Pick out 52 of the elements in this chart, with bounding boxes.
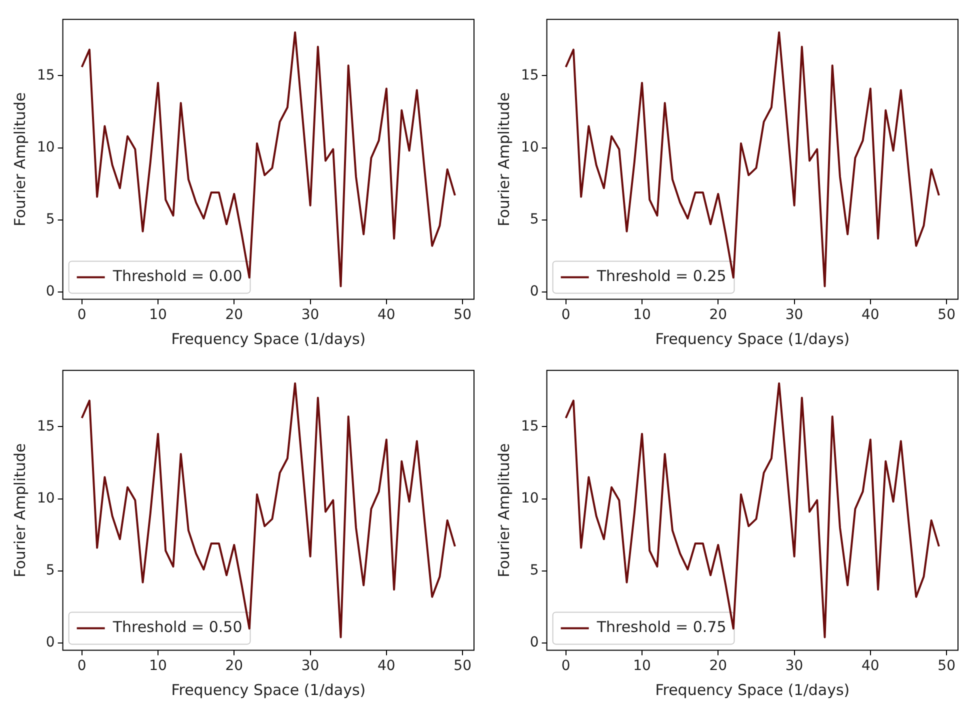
x-tick-label: 30 — [785, 658, 804, 674]
y-tick-label: 15 — [520, 67, 539, 84]
y-tick-label: 15 — [36, 67, 55, 84]
y-tick-label: 5 — [530, 212, 539, 228]
y-tick-label: 5 — [46, 562, 55, 579]
y-tick-label: 0 — [46, 634, 55, 651]
y-axis-title: Fourier Amplitude — [494, 443, 513, 578]
x-tick-label: 20 — [225, 658, 244, 674]
y-tick-label: 0 — [530, 634, 539, 651]
x-tick-label: 30 — [785, 307, 804, 324]
y-tick-label: 10 — [36, 490, 55, 506]
y-tick-label: 5 — [530, 562, 539, 579]
x-axis-title: Frequency Space (1/days) — [655, 330, 850, 348]
x-tick-label: 50 — [454, 658, 472, 674]
y-tick-label: 0 — [530, 284, 539, 300]
x-tick-label: 40 — [378, 658, 396, 674]
x-axis-title: Frequency Space (1/days) — [655, 680, 850, 699]
legend-label: Threshold = 0.50 — [112, 618, 242, 636]
x-tick-label: 0 — [561, 658, 570, 674]
y-tick-label: 10 — [520, 139, 539, 156]
x-tick-label: 10 — [633, 307, 651, 324]
x-tick-label: 40 — [862, 307, 880, 324]
x-tick-label: 40 — [862, 658, 880, 674]
x-tick-label: 10 — [149, 307, 167, 324]
legend-label: Threshold = 0.00 — [112, 267, 242, 286]
x-tick-label: 30 — [301, 658, 320, 674]
x-tick-label: 0 — [561, 307, 570, 324]
x-tick-label: 0 — [77, 658, 86, 674]
y-axis-title: Fourier Amplitude — [494, 92, 513, 226]
x-tick-label: 50 — [938, 658, 956, 674]
y-axis-title: Fourier Amplitude — [10, 443, 29, 578]
x-tick-label: 20 — [225, 307, 244, 324]
x-tick-label: 30 — [301, 307, 320, 324]
y-tick-label: 15 — [520, 418, 539, 434]
y-axis-title: Fourier Amplitude — [10, 92, 29, 226]
x-tick-label: 10 — [633, 658, 651, 674]
y-tick-label: 0 — [46, 284, 55, 300]
x-axis-title: Frequency Space (1/days) — [171, 680, 366, 699]
y-tick-label: 10 — [520, 490, 539, 506]
legend-label: Threshold = 0.25 — [596, 267, 726, 286]
y-tick-label: 10 — [36, 139, 55, 156]
x-tick-label: 0 — [77, 307, 86, 324]
y-tick-label: 5 — [46, 212, 55, 228]
x-tick-label: 40 — [378, 307, 396, 324]
y-tick-label: 15 — [36, 418, 55, 434]
x-tick-label: 10 — [149, 658, 167, 674]
x-tick-label: 20 — [709, 658, 728, 674]
legend-label: Threshold = 0.75 — [596, 618, 726, 636]
x-tick-label: 50 — [454, 307, 472, 324]
x-axis-title: Frequency Space (1/days) — [171, 330, 366, 348]
x-tick-label: 50 — [938, 307, 956, 324]
x-tick-label: 20 — [709, 307, 728, 324]
